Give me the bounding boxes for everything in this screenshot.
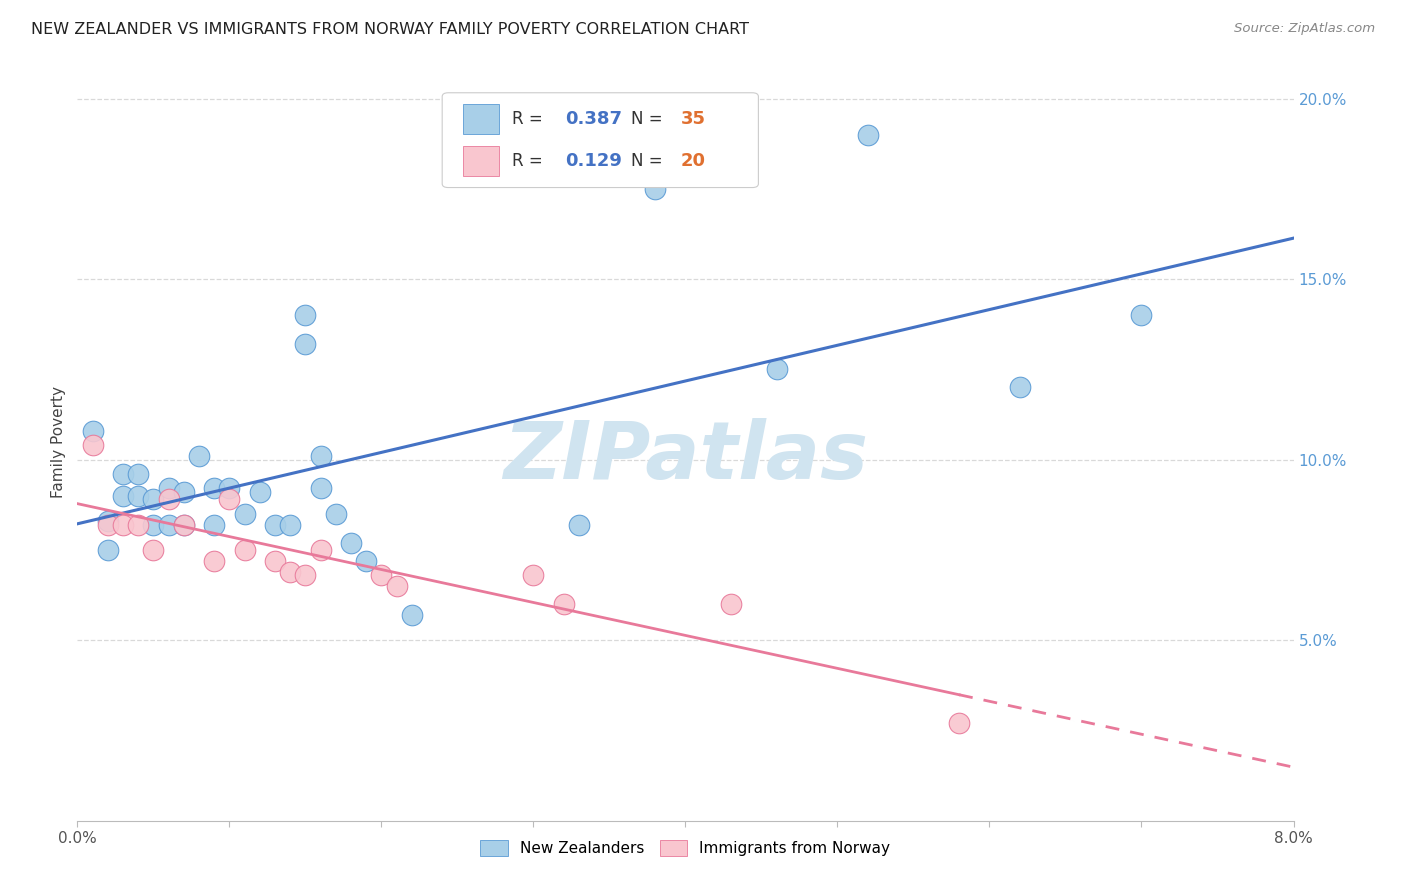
Point	[173, 517, 195, 532]
Point	[127, 489, 149, 503]
Text: Source: ZipAtlas.com: Source: ZipAtlas.com	[1234, 22, 1375, 36]
Text: NEW ZEALANDER VS IMMIGRANTS FROM NORWAY FAMILY POVERTY CORRELATION CHART: NEW ZEALANDER VS IMMIGRANTS FROM NORWAY …	[31, 22, 749, 37]
Point	[720, 597, 742, 611]
Point	[97, 542, 120, 557]
Point	[202, 482, 225, 496]
Point	[264, 554, 287, 568]
Point	[127, 517, 149, 532]
Point	[218, 482, 240, 496]
Point	[309, 449, 332, 463]
Point	[111, 467, 134, 481]
Point	[370, 568, 392, 582]
Y-axis label: Family Poverty: Family Poverty	[51, 385, 66, 498]
Point	[294, 568, 316, 582]
Point	[142, 542, 165, 557]
Text: N =: N =	[631, 111, 668, 128]
Point	[568, 517, 591, 532]
Point	[157, 482, 180, 496]
Point	[765, 362, 787, 376]
Point	[309, 542, 332, 557]
Point	[522, 568, 544, 582]
Point	[264, 517, 287, 532]
Point	[218, 492, 240, 507]
Point	[401, 607, 423, 622]
Point	[82, 438, 104, 452]
Point	[340, 535, 363, 549]
Point	[385, 579, 408, 593]
Point	[1008, 380, 1031, 394]
Text: N =: N =	[631, 152, 668, 170]
Text: R =: R =	[512, 111, 547, 128]
Point	[97, 514, 120, 528]
FancyBboxPatch shape	[441, 93, 758, 187]
Point	[111, 517, 134, 532]
Point	[142, 492, 165, 507]
Point	[142, 517, 165, 532]
Text: 0.129: 0.129	[565, 152, 621, 170]
FancyBboxPatch shape	[463, 145, 499, 177]
Text: 35: 35	[681, 111, 706, 128]
Text: 20: 20	[681, 152, 706, 170]
Point	[325, 507, 347, 521]
Point	[249, 485, 271, 500]
Point	[644, 182, 666, 196]
Point	[82, 424, 104, 438]
Point	[173, 485, 195, 500]
Text: ZIPatlas: ZIPatlas	[503, 417, 868, 496]
Point	[294, 308, 316, 322]
Point	[97, 517, 120, 532]
Point	[1130, 308, 1153, 322]
FancyBboxPatch shape	[463, 104, 499, 135]
Point	[157, 517, 180, 532]
Text: 0.387: 0.387	[565, 111, 621, 128]
Point	[111, 489, 134, 503]
Point	[127, 467, 149, 481]
Point	[188, 449, 211, 463]
Point	[856, 128, 879, 142]
Point	[233, 507, 256, 521]
Point	[233, 542, 256, 557]
Point	[157, 492, 180, 507]
Text: R =: R =	[512, 152, 547, 170]
Point	[278, 517, 301, 532]
Legend: New Zealanders, Immigrants from Norway: New Zealanders, Immigrants from Norway	[474, 834, 897, 863]
Point	[553, 597, 575, 611]
Point	[948, 716, 970, 731]
Point	[278, 565, 301, 579]
Point	[173, 517, 195, 532]
Point	[202, 554, 225, 568]
Point	[202, 517, 225, 532]
Point	[309, 482, 332, 496]
Point	[294, 337, 316, 351]
Point	[354, 554, 377, 568]
